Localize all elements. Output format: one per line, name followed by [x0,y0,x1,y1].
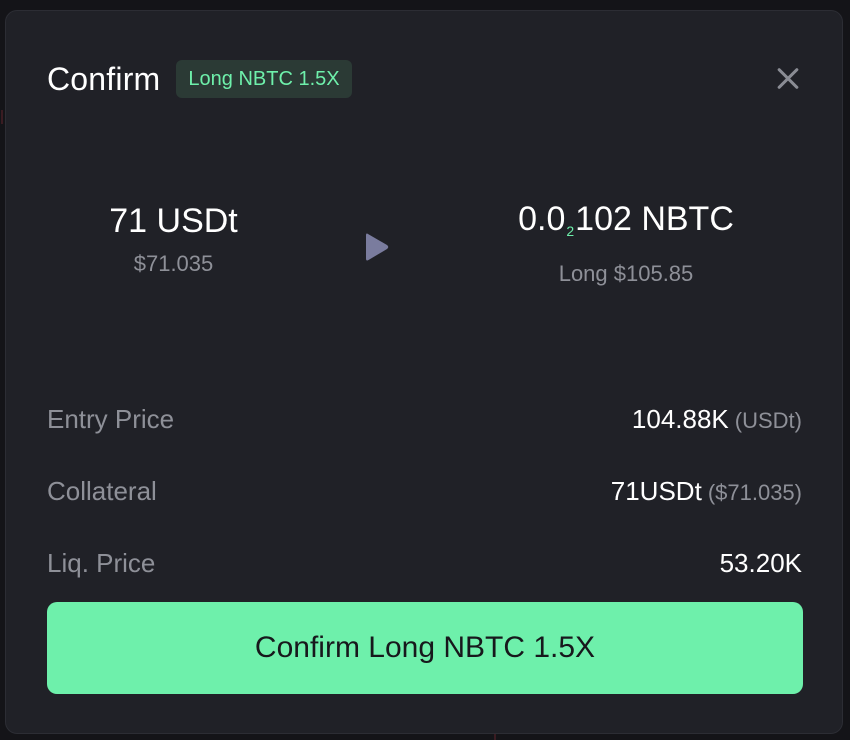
detail-value-group: 53.20K [720,548,802,579]
detail-row-collateral: Collateral 71USDt ($71.035) [47,455,802,527]
detail-label: Entry Price [47,403,175,434]
to-long-value: Long $105.85 [558,261,694,286]
detail-value: 53.20K [719,547,802,578]
detail-row-entry-price: Entry Price 104.88K (USDt) [47,383,802,455]
details-list: Entry Price 104.88K (USDt) Collateral 71U… [47,383,802,599]
zero-count-subscript: 2 [566,223,575,239]
close-icon[interactable] [772,63,804,95]
to-amount: 0.02102 NBTC [476,199,776,251]
from-usd-value: $71.035 [133,251,214,276]
from-amount-block: 71 USDt $71.035 [66,201,281,277]
detail-value: 71USDt [610,475,702,506]
detail-label: Liq. Price [47,547,156,578]
modal-title: Confirm [47,60,161,97]
detail-row-liq-price: Liq. Price 53.20K [47,527,802,599]
detail-value-group: 104.88K (USDt) [632,404,802,435]
position-badge: Long NBTC 1.5X [176,60,352,98]
background-chart-mark [1,110,3,124]
modal-header: Confirm Long NBTC 1.5X [47,59,352,99]
confirm-modal: Confirm Long NBTC 1.5X 71 USDt $71.035 0… [5,10,843,734]
detail-value-group: 71USDt ($71.035) [611,476,802,507]
detail-label: Collateral [47,475,157,506]
to-amount-suffix: 102 NBTC [575,200,734,238]
background-chart-mark [494,734,496,740]
detail-value: 104.88K [631,403,729,434]
detail-value-sub: (USDt) [734,407,802,433]
confirm-long-button[interactable]: Confirm Long NBTC 1.5X [47,602,803,694]
to-amount-block: 0.02102 NBTC Long $105.85 [476,199,776,287]
to-amount-prefix: 0.0 [518,200,566,238]
detail-value-sub: ($71.035) [707,479,802,505]
play-arrow-icon [366,233,389,261]
from-amount: 71 USDt [109,202,238,240]
